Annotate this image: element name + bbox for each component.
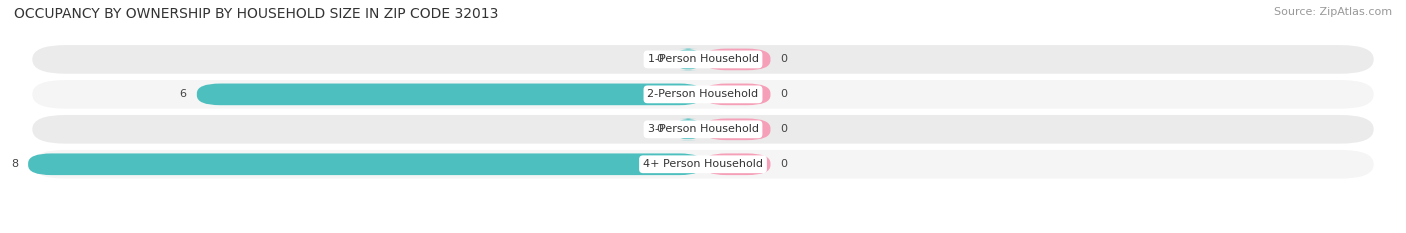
FancyBboxPatch shape — [32, 80, 1374, 109]
Text: 0: 0 — [657, 55, 664, 64]
FancyBboxPatch shape — [703, 154, 770, 175]
Text: Source: ZipAtlas.com: Source: ZipAtlas.com — [1274, 7, 1392, 17]
FancyBboxPatch shape — [197, 84, 703, 105]
Text: 0: 0 — [780, 89, 787, 99]
Text: 1-Person Household: 1-Person Household — [648, 55, 758, 64]
FancyBboxPatch shape — [703, 118, 770, 140]
Text: 0: 0 — [657, 124, 664, 134]
FancyBboxPatch shape — [32, 45, 1374, 74]
FancyBboxPatch shape — [673, 118, 703, 140]
Text: 6: 6 — [180, 89, 187, 99]
Text: 0: 0 — [780, 55, 787, 64]
Text: OCCUPANCY BY OWNERSHIP BY HOUSEHOLD SIZE IN ZIP CODE 32013: OCCUPANCY BY OWNERSHIP BY HOUSEHOLD SIZE… — [14, 7, 499, 21]
Text: 2-Person Household: 2-Person Household — [647, 89, 759, 99]
FancyBboxPatch shape — [32, 150, 1374, 179]
FancyBboxPatch shape — [28, 154, 703, 175]
FancyBboxPatch shape — [673, 49, 703, 70]
FancyBboxPatch shape — [703, 49, 770, 70]
Text: 3-Person Household: 3-Person Household — [648, 124, 758, 134]
Text: 4+ Person Household: 4+ Person Household — [643, 159, 763, 169]
Text: 0: 0 — [780, 124, 787, 134]
FancyBboxPatch shape — [32, 115, 1374, 144]
Text: 0: 0 — [780, 159, 787, 169]
Text: 8: 8 — [11, 159, 18, 169]
FancyBboxPatch shape — [703, 84, 770, 105]
